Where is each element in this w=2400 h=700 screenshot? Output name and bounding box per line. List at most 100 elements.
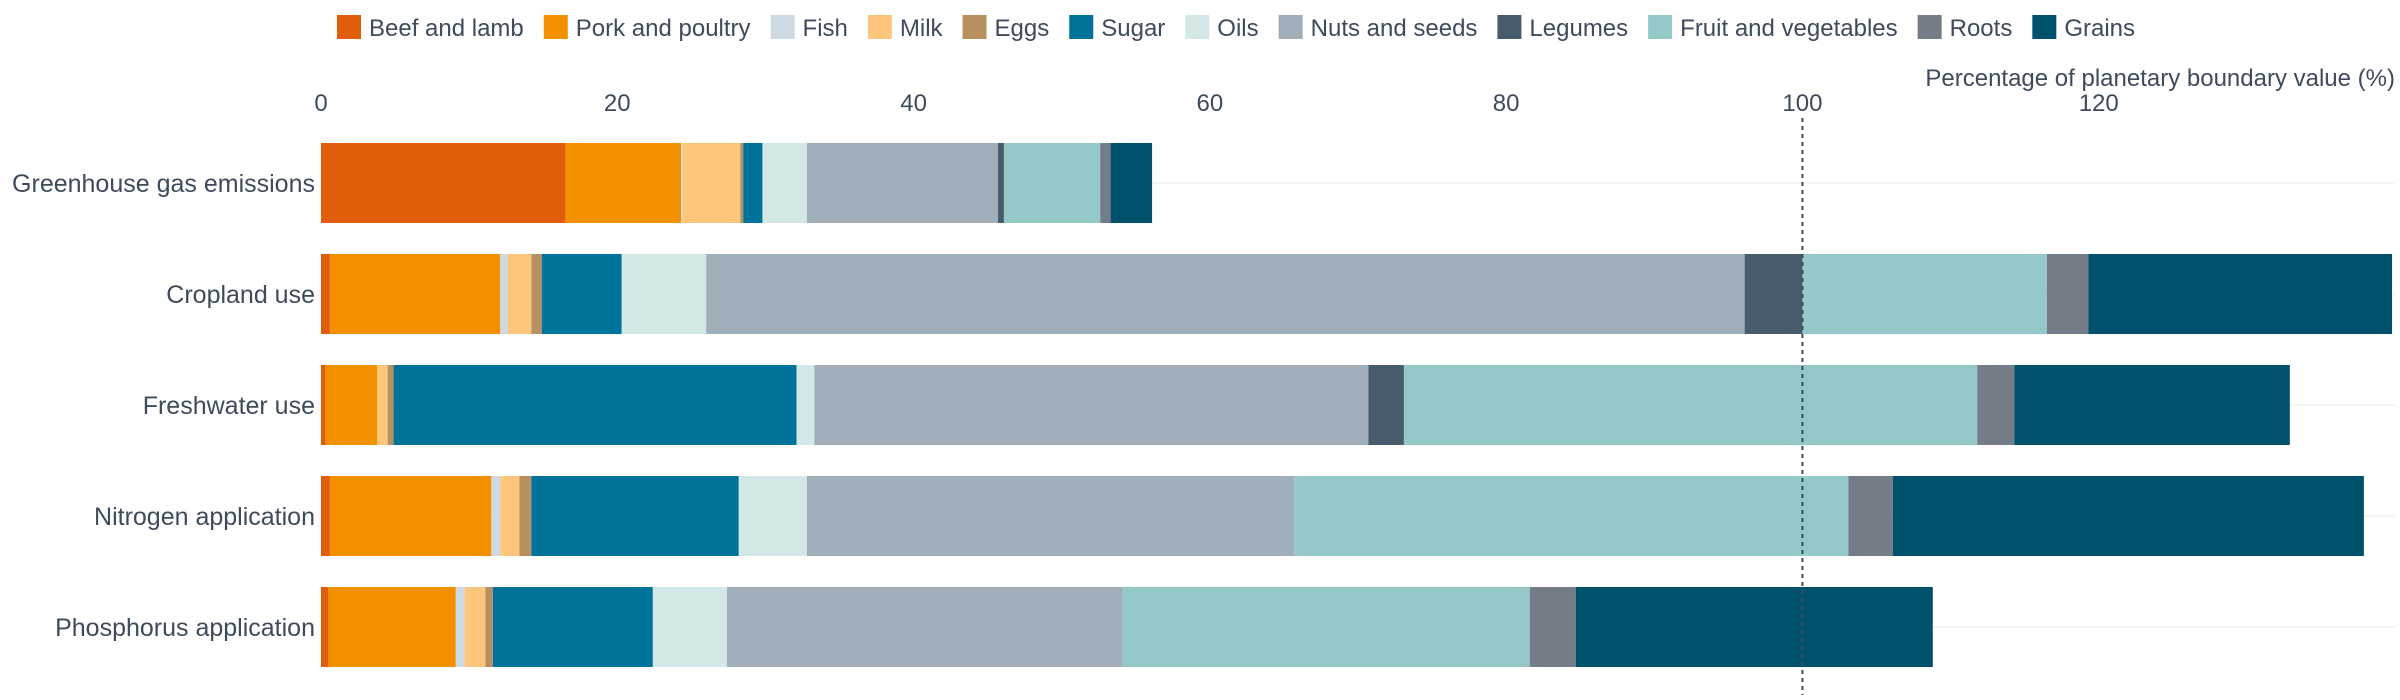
bar-nitrogen-application-pork-and-poultry	[329, 476, 492, 556]
bar-greenhouse-gas-emissions-milk	[682, 143, 741, 223]
legend: Beef and lamb Pork and poultry Fish Milk Egg…	[337, 15, 2135, 42]
bar-nitrogen-application-eggs	[519, 476, 532, 556]
x-tick-label: 80	[1493, 90, 1520, 117]
category-label-cropland-use: Cropland use	[166, 281, 315, 309]
legend-item-fish: Fish	[770, 15, 848, 42]
bar-greenhouse-gas-emissions-fruit-and-vegetables	[1003, 143, 1101, 223]
bars	[321, 143, 2393, 667]
bar-greenhouse-gas-emissions-beef-and-lamb	[321, 143, 566, 223]
bar-phosphorus-application-roots	[1529, 587, 1576, 667]
legend-item-grains: Grains	[2032, 15, 2135, 42]
legend-item-roots: Roots	[1917, 15, 2013, 42]
category-label-phosphorus-application: Phosphorus application	[55, 614, 315, 642]
legend-label-pork-and-poultry: Pork and poultry	[576, 15, 751, 42]
bar-phosphorus-application-grains	[1575, 587, 1933, 667]
bar-freshwater-use-beef-and-lamb	[321, 365, 326, 445]
bar-greenhouse-gas-emissions-nuts-and-seeds	[806, 143, 999, 223]
bar-freshwater-use-nuts-and-seeds	[814, 365, 1369, 445]
bar-freshwater-use-milk	[377, 365, 388, 445]
legend-item-milk: Milk	[867, 15, 944, 42]
legend-swatch-grains	[2032, 15, 2057, 39]
bar-nitrogen-application-milk	[500, 476, 520, 556]
legend-label-beef-and-lamb: Beef and lamb	[369, 15, 524, 42]
legend-item-nuts-and-seeds: Nuts and seeds	[1278, 15, 1478, 42]
bar-cropland-use-eggs	[531, 254, 542, 334]
bar-freshwater-use-roots	[1977, 365, 2015, 445]
x-tick-label: 40	[900, 90, 927, 117]
bar-freshwater-use-sugar	[393, 365, 797, 445]
bar-greenhouse-gas-emissions-roots	[1100, 143, 1111, 223]
x-axis-ticks: 0 20 40 60 80 100 120	[314, 90, 2118, 117]
legend-label-nuts-and-seeds: Nuts and seeds	[1311, 15, 1478, 42]
bar-greenhouse-gas-emissions-fish	[680, 143, 683, 223]
bar-phosphorus-application-beef-and-lamb	[321, 587, 329, 667]
legend-item-beef-and-lamb: Beef and lamb	[337, 15, 524, 42]
bar-greenhouse-gas-emissions-eggs	[740, 143, 744, 223]
bar-freshwater-use-eggs	[387, 365, 394, 445]
legend-label-fruit-and-vegetables: Fruit and vegetables	[1680, 15, 1897, 42]
bar-nitrogen-application-grains	[1892, 476, 2364, 556]
bar-phosphorus-application-pork-and-poultry	[328, 587, 456, 667]
legend-swatch-roots	[1917, 15, 1942, 39]
bar-freshwater-use-oils	[796, 365, 815, 445]
legend-label-fish: Fish	[803, 15, 848, 42]
bar-cropland-use-fish	[500, 254, 508, 334]
legend-swatch-legumes	[1497, 15, 1522, 39]
category-label-greenhouse-gas-emissions: Greenhouse gas emissions	[12, 170, 315, 198]
bar-nitrogen-application-fruit-and-vegetables	[1294, 476, 1849, 556]
legend-swatch-pork-and-poultry	[543, 15, 568, 39]
legend-item-legumes: Legumes	[1497, 15, 1628, 42]
legend-swatch-milk	[867, 15, 892, 39]
legend-item-pork-and-poultry: Pork and poultry	[543, 15, 751, 42]
bar-greenhouse-gas-emissions-grains	[1110, 143, 1153, 223]
legend-label-grains: Grains	[2064, 15, 2135, 42]
bar-cropland-use-sugar	[541, 254, 622, 334]
bar-greenhouse-gas-emissions-legumes	[998, 143, 1004, 223]
bar-phosphorus-application-fish	[455, 587, 465, 667]
bar-freshwater-use-pork-and-poultry	[325, 365, 378, 445]
legend-swatch-fish	[770, 15, 795, 39]
legend-label-legumes: Legumes	[1529, 15, 1628, 42]
bar-cropland-use-roots	[2046, 254, 2089, 334]
legend-swatch-beef-and-lamb	[337, 15, 361, 39]
bar-cropland-use-fruit-and-vegetables	[1802, 254, 2047, 334]
bar-cropland-use-grains	[2088, 254, 2393, 334]
legend-swatch-fruit-and-vegetables	[1648, 15, 1673, 39]
bar-nitrogen-application-sugar	[531, 476, 739, 556]
legend-item-oils: Oils	[1185, 15, 1259, 42]
category-label-nitrogen-application: Nitrogen application	[94, 503, 315, 531]
bar-phosphorus-application-sugar	[492, 587, 653, 667]
x-tick-label: 20	[604, 90, 631, 117]
x-tick-label: 60	[1197, 90, 1224, 117]
bar-cropland-use-milk	[507, 254, 532, 334]
legend-label-oils: Oils	[1217, 15, 1258, 42]
x-tick-label: 100	[1782, 90, 1822, 117]
bar-nitrogen-application-oils	[738, 476, 807, 556]
bar-greenhouse-gas-emissions-oils	[762, 143, 807, 223]
legend-item-eggs: Eggs	[962, 15, 1050, 42]
legend-item-fruit-and-vegetables: Fruit and vegetables	[1648, 15, 1898, 42]
bar-phosphorus-application-nuts-and-seeds	[726, 587, 1123, 667]
bar-cropland-use-oils	[621, 254, 707, 334]
bar-nitrogen-application-nuts-and-seeds	[806, 476, 1295, 556]
legend-swatch-sugar	[1069, 15, 1094, 39]
legend-label-eggs: Eggs	[995, 15, 1050, 42]
bar-phosphorus-application-milk	[464, 587, 486, 667]
x-tick-label: 120	[2079, 90, 2119, 117]
bar-freshwater-use-legumes	[1368, 365, 1404, 445]
legend-label-roots: Roots	[1950, 15, 2013, 42]
bar-phosphorus-application-fruit-and-vegetables	[1122, 587, 1530, 667]
bar-cropland-use-nuts-and-seeds	[706, 254, 1745, 334]
bar-nitrogen-application-roots	[1848, 476, 1893, 556]
category-labels: Greenhouse gas emissions Cropland use Fres…	[12, 170, 315, 642]
category-label-freshwater-use: Freshwater use	[143, 392, 315, 420]
legend-swatch-nuts-and-seeds	[1278, 15, 1303, 39]
bar-greenhouse-gas-emissions-pork-and-poultry	[565, 143, 681, 223]
legend-swatch-oils	[1185, 15, 1210, 39]
bar-nitrogen-application-fish	[491, 476, 501, 556]
bar-cropland-use-beef-and-lamb	[321, 254, 330, 334]
legend-label-sugar: Sugar	[1101, 15, 1165, 42]
bar-phosphorus-application-oils	[652, 587, 727, 667]
legend-swatch-eggs	[962, 15, 987, 39]
